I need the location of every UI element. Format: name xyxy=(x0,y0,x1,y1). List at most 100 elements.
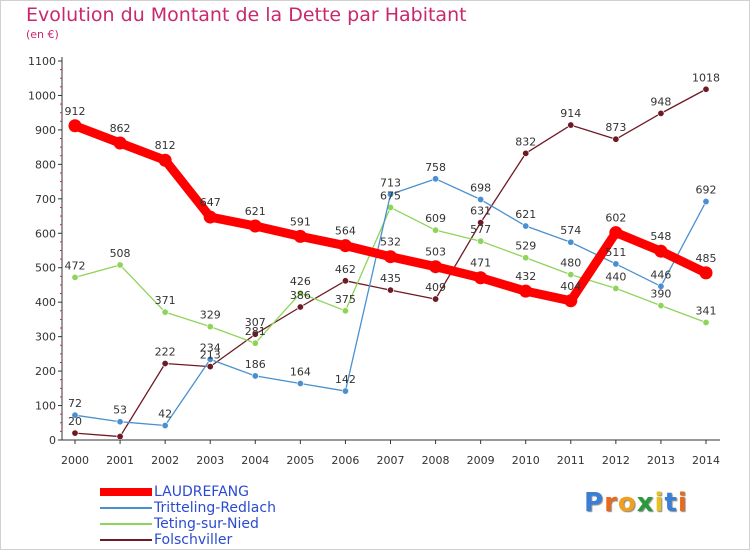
data-point xyxy=(293,229,307,243)
data-point xyxy=(609,226,623,240)
data-label: 532 xyxy=(380,236,401,249)
x-tick-label: 2000 xyxy=(61,454,89,467)
x-tick-label: 2007 xyxy=(377,454,405,467)
data-point xyxy=(116,418,124,426)
data-point xyxy=(158,153,172,167)
data-label: 832 xyxy=(515,135,536,148)
data-point xyxy=(206,363,214,371)
data-point xyxy=(522,254,530,262)
chart-legend: LAUDREFANG Tritteling-Redlach Teting-sur-N… xyxy=(100,484,360,548)
y-tick-label: 800 xyxy=(35,158,56,171)
data-label: 307 xyxy=(245,316,266,329)
legend-item: Tritteling-Redlach xyxy=(100,500,360,516)
data-point xyxy=(702,85,710,93)
chart-axes: 0 100 200 300 400 500 600 700 800 900 1000 1100 2000… xyxy=(28,55,720,467)
brand-letter: i xyxy=(654,488,665,518)
data-label: 446 xyxy=(650,268,671,281)
data-point xyxy=(657,282,665,290)
data-label: 234 xyxy=(200,341,221,354)
x-tick-label: 2003 xyxy=(196,454,224,467)
data-point xyxy=(432,175,440,183)
brand-letter: x xyxy=(636,488,655,518)
chart-title: Evolution du Montant de la Dette par Hab… xyxy=(26,4,467,26)
data-point xyxy=(206,323,214,331)
brand-letter: i xyxy=(677,488,688,518)
data-label: 462 xyxy=(335,263,356,276)
data-label: 914 xyxy=(560,107,581,120)
data-label: 675 xyxy=(380,189,401,202)
data-label: 508 xyxy=(110,247,131,260)
data-label: 862 xyxy=(110,122,131,135)
data-label: 404 xyxy=(560,280,581,293)
legend-label: Folschviller xyxy=(154,532,233,548)
data-label: 602 xyxy=(605,212,626,225)
legend-swatch xyxy=(100,507,152,509)
data-point xyxy=(522,222,530,230)
x-tick-label: 2012 xyxy=(602,454,630,467)
data-label: 390 xyxy=(650,288,671,301)
data-point xyxy=(519,284,533,298)
x-tick-label: 2011 xyxy=(557,454,585,467)
brand-logo: Proxiti xyxy=(584,488,688,518)
x-tick-label: 2005 xyxy=(286,454,314,467)
data-label: 812 xyxy=(155,139,176,152)
data-point xyxy=(161,360,169,368)
data-label: 621 xyxy=(245,205,266,218)
data-label: 503 xyxy=(425,246,446,259)
data-point xyxy=(116,433,124,441)
brand-letter: o xyxy=(617,488,637,518)
data-label: 873 xyxy=(605,121,626,134)
data-point xyxy=(522,149,530,157)
data-point xyxy=(341,387,349,395)
brand-letter: t xyxy=(664,488,678,518)
legend-swatch xyxy=(100,488,152,496)
data-point xyxy=(251,330,259,338)
data-point xyxy=(702,198,710,206)
data-label: 577 xyxy=(470,223,491,236)
data-label: 375 xyxy=(335,293,356,306)
data-label: 511 xyxy=(605,246,626,259)
data-label: 386 xyxy=(290,289,311,302)
data-label: 548 xyxy=(650,230,671,243)
data-point xyxy=(702,319,710,327)
data-label: 485 xyxy=(696,252,717,265)
brand-letter: r xyxy=(604,488,618,518)
data-point xyxy=(384,250,397,264)
x-tick-label: 2013 xyxy=(647,454,675,467)
data-label: 948 xyxy=(650,95,671,108)
data-label: 341 xyxy=(696,305,717,318)
y-tick-label: 1000 xyxy=(28,89,56,102)
data-label: 471 xyxy=(470,257,491,270)
data-label: 186 xyxy=(245,358,266,371)
data-label: 609 xyxy=(425,212,446,225)
data-point xyxy=(248,219,262,233)
y-tick-label: 900 xyxy=(35,124,56,137)
data-point xyxy=(699,266,713,280)
data-point xyxy=(161,422,169,430)
data-label: 213 xyxy=(200,349,221,362)
data-label: 142 xyxy=(335,373,356,386)
data-label: 480 xyxy=(560,257,581,270)
data-point xyxy=(68,119,82,133)
data-point xyxy=(477,196,485,204)
data-label: 713 xyxy=(380,176,401,189)
data-point xyxy=(432,226,440,234)
data-point xyxy=(657,109,665,117)
data-label: 440 xyxy=(605,270,626,283)
data-point xyxy=(612,284,620,292)
legend-item: Folschviller xyxy=(100,532,360,548)
legend-swatch xyxy=(100,523,152,525)
legend-label: LAUDREFANG xyxy=(154,484,249,500)
data-label: 53 xyxy=(113,404,127,417)
data-label: 72 xyxy=(68,397,82,410)
data-point xyxy=(567,238,575,246)
data-point xyxy=(338,239,352,253)
data-point xyxy=(386,190,394,198)
data-label: 426 xyxy=(290,275,311,288)
data-point xyxy=(296,303,304,311)
data-label: 222 xyxy=(155,346,176,359)
data-point xyxy=(612,260,620,268)
data-point xyxy=(567,121,575,129)
